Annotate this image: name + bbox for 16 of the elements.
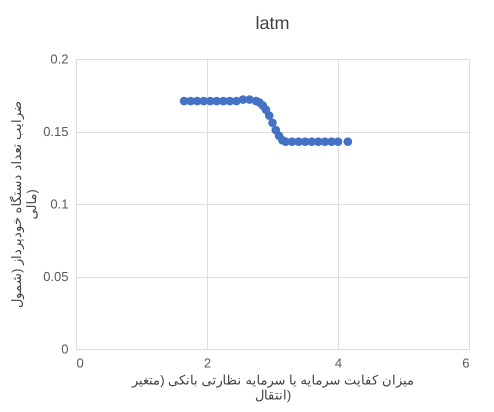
- point: [343, 137, 352, 146]
- y-axis-title: ضرایب تعداد دستگاه خودپرداز (شمول مالی): [9, 101, 40, 308]
- x-axis-title: میزان کفایت سرمایه یا سرمایه نظارتی بانکی (متغیر انتقال): [131, 372, 414, 402]
- y-tick-label: 0: [61, 342, 68, 356]
- x-tick-label: 4: [334, 356, 342, 370]
- y-tick-label: 0.2: [50, 52, 68, 66]
- point: [334, 137, 342, 146]
- point: [268, 118, 277, 128]
- x-tick-label: 0: [76, 356, 84, 370]
- x-tick-label: 6: [462, 356, 470, 370]
- y-tick-label: 0.15: [43, 124, 68, 139]
- y-tick-label: 0.1: [50, 196, 68, 212]
- y-tick-label: 0.05: [43, 269, 68, 284]
- x-tick-label: 2: [204, 356, 212, 370]
- point: [264, 111, 274, 120]
- chart-title: latm: [255, 13, 290, 33]
